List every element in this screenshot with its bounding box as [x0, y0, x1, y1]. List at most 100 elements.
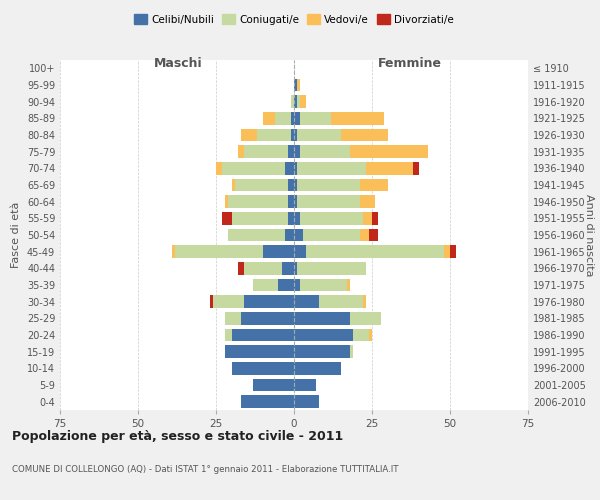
Bar — [263, 246, 294, 258]
Bar — [294, 162, 297, 174]
Bar — [297, 162, 366, 174]
Bar — [331, 112, 385, 124]
Bar — [294, 96, 297, 108]
Bar — [232, 212, 288, 224]
Bar — [232, 362, 294, 374]
Bar — [216, 162, 222, 174]
Bar — [238, 146, 244, 158]
Bar — [350, 346, 353, 358]
Bar — [294, 246, 307, 258]
Bar — [350, 146, 428, 158]
Bar — [281, 262, 294, 274]
Bar — [297, 196, 359, 208]
Bar — [362, 212, 372, 224]
Bar — [284, 229, 294, 241]
Bar — [284, 162, 294, 174]
Bar — [341, 129, 388, 141]
Bar — [294, 196, 297, 208]
Bar — [300, 112, 331, 124]
Bar — [294, 396, 319, 408]
Bar — [210, 296, 213, 308]
Y-axis label: Anni di nascita: Anni di nascita — [584, 194, 594, 276]
Bar — [288, 196, 294, 208]
Bar — [288, 146, 294, 158]
Bar — [300, 279, 347, 291]
Bar — [288, 212, 294, 224]
Bar — [366, 162, 413, 174]
Bar — [307, 246, 444, 258]
Bar — [347, 279, 350, 291]
Bar — [300, 96, 307, 108]
Bar — [413, 162, 419, 174]
Bar — [294, 212, 300, 224]
Bar — [288, 179, 294, 192]
Bar — [362, 296, 366, 308]
Bar — [369, 229, 378, 241]
Bar — [359, 179, 388, 192]
Bar — [238, 262, 244, 274]
Bar — [222, 162, 284, 174]
Bar — [294, 179, 297, 192]
Bar — [263, 112, 275, 124]
Bar — [253, 379, 294, 391]
Bar — [241, 396, 294, 408]
Bar — [241, 129, 257, 141]
Bar — [291, 96, 294, 108]
Bar — [294, 296, 319, 308]
Bar — [229, 196, 288, 208]
Bar — [369, 329, 372, 341]
Bar — [359, 196, 375, 208]
Bar — [297, 262, 366, 274]
Bar — [244, 262, 281, 274]
Y-axis label: Fasce di età: Fasce di età — [11, 202, 21, 268]
Bar — [300, 146, 350, 158]
Bar — [291, 112, 294, 124]
Bar — [275, 112, 291, 124]
Bar — [229, 229, 284, 241]
Bar — [294, 362, 341, 374]
Bar — [294, 312, 350, 324]
Bar — [294, 346, 350, 358]
Bar — [241, 312, 294, 324]
Bar — [232, 179, 235, 192]
Bar — [294, 379, 316, 391]
Bar — [297, 79, 300, 92]
Bar — [291, 129, 294, 141]
Text: Femmine: Femmine — [377, 56, 442, 70]
Legend: Celibi/Nubili, Coniugati/e, Vedovi/e, Divorziati/e: Celibi/Nubili, Coniugati/e, Vedovi/e, Di… — [130, 10, 458, 29]
Text: Maschi: Maschi — [154, 56, 203, 70]
Bar — [297, 96, 300, 108]
Bar — [297, 129, 341, 141]
Bar — [226, 346, 294, 358]
Text: COMUNE DI COLLELONGO (AQ) - Dati ISTAT 1° gennaio 2011 - Elaborazione TUTTITALIA: COMUNE DI COLLELONGO (AQ) - Dati ISTAT 1… — [12, 465, 398, 474]
Bar — [244, 146, 288, 158]
Bar — [253, 279, 278, 291]
Bar — [294, 112, 300, 124]
Bar — [226, 312, 241, 324]
Bar — [294, 279, 300, 291]
Bar — [294, 229, 304, 241]
Bar — [226, 329, 232, 341]
Bar — [244, 296, 294, 308]
Bar — [235, 179, 288, 192]
Bar — [300, 212, 362, 224]
Bar — [213, 296, 244, 308]
Bar — [172, 246, 175, 258]
Bar — [350, 312, 382, 324]
Text: Popolazione per età, sesso e stato civile - 2011: Popolazione per età, sesso e stato civil… — [12, 430, 343, 443]
Bar — [359, 229, 369, 241]
Bar — [304, 229, 359, 241]
Bar — [278, 279, 294, 291]
Bar — [294, 129, 297, 141]
Bar — [222, 212, 232, 224]
Bar — [175, 246, 263, 258]
Bar — [297, 179, 359, 192]
Bar — [232, 329, 294, 341]
Bar — [372, 212, 378, 224]
Bar — [444, 246, 450, 258]
Bar — [353, 329, 369, 341]
Bar — [450, 246, 456, 258]
Bar — [257, 129, 291, 141]
Bar — [294, 329, 353, 341]
Bar — [226, 196, 229, 208]
